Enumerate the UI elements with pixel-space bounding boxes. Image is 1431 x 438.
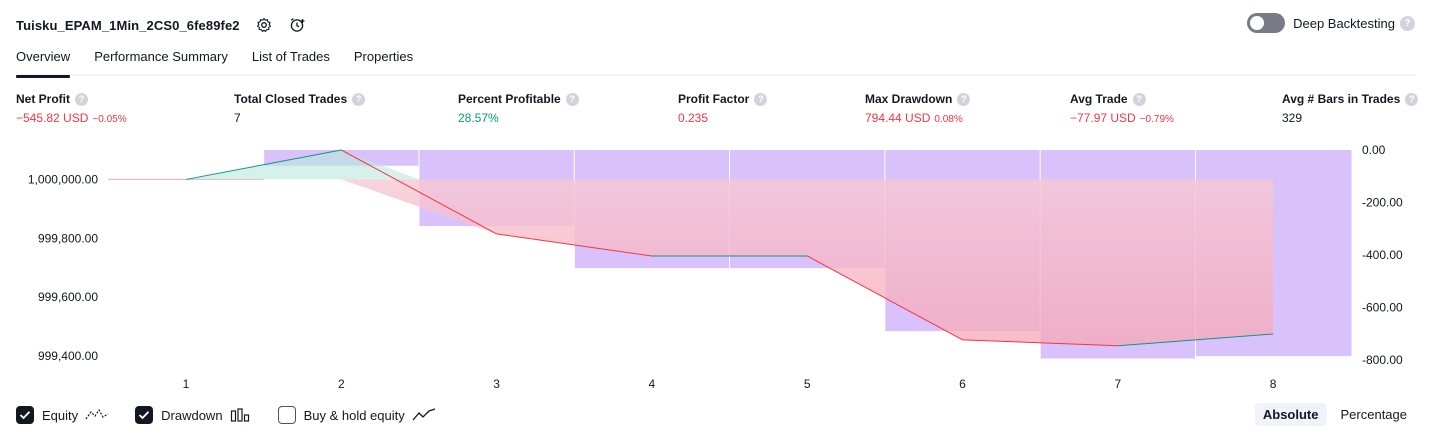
- x-tick-label: 5: [804, 377, 811, 391]
- help-icon[interactable]: ?: [754, 92, 768, 106]
- equity-line-segment: [496, 233, 652, 257]
- x-axis: 1 2 3 4 5 6 7 8: [183, 377, 1277, 391]
- help-icon[interactable]: ?: [75, 92, 88, 106]
- metric-label: Avg # Bars in Trades: [1282, 92, 1401, 106]
- help-icon[interactable]: ?: [957, 92, 971, 106]
- absolute-button[interactable]: Absolute: [1254, 403, 1327, 426]
- help-icon[interactable]: ?: [1400, 15, 1415, 31]
- buy-hold-legend-icon: [412, 408, 436, 422]
- metric-profit-factor: Profit Factor? 0.235: [678, 92, 768, 125]
- metric-label: Total Closed Trades: [234, 92, 348, 106]
- metric-total-closed-trades: Total Closed Trades? 7: [234, 92, 366, 125]
- equity-tick-label: 999,400.00: [38, 349, 98, 363]
- drawdown-label: Drawdown: [161, 407, 223, 423]
- drawdown-axis: 0.00 -200.00 -400.00 -600.00 -800.00: [1362, 143, 1403, 367]
- metric-value: −77.97 USD: [1070, 111, 1136, 125]
- equity-drawdown-chart: 1,000,000.00 999,800.00 999,600.00 999,400.…: [28, 143, 1403, 391]
- drawdown-tick-label: -200.00: [1362, 196, 1403, 210]
- equity-line-segment: [962, 339, 1118, 347]
- help-icon[interactable]: ?: [1132, 92, 1146, 106]
- tab-properties[interactable]: Properties: [353, 49, 414, 64]
- chart-legend: Equity Drawdown Buy & hold equity Absolu…: [16, 403, 1415, 427]
- percentage-button[interactable]: Percentage: [1340, 407, 1408, 422]
- metric-net-profit: Net Profit? −545.82 USD −0.05%: [16, 92, 127, 125]
- x-tick-label: 7: [1114, 377, 1121, 391]
- checkbox-unchecked-icon: [277, 406, 296, 424]
- metric-percent: −0.79%: [1139, 114, 1174, 125]
- drawdown-legend-icon: [230, 408, 252, 422]
- equity-tick-label: 999,800.00: [38, 231, 98, 245]
- tab-overview[interactable]: Overview: [16, 46, 71, 78]
- metric-label: Profit Factor: [678, 92, 750, 106]
- drawdown-tick-label: 0.00: [1362, 143, 1386, 157]
- metrics-row: Net Profit? −545.82 USD −0.05% Total Clos…: [0, 92, 1431, 132]
- equity-line: [185, 149, 1274, 347]
- equity-checkbox[interactable]: Equity: [16, 406, 109, 424]
- help-icon[interactable]: ?: [1405, 92, 1419, 106]
- equity-line-segment: [1117, 333, 1274, 347]
- metric-avg-bars: Avg # Bars in Trades? 329: [1282, 92, 1419, 125]
- metric-value: −545.82 USD: [16, 111, 89, 125]
- x-tick-label: 6: [959, 377, 966, 391]
- drawdown-tick-label: -400.00: [1362, 248, 1403, 262]
- metric-value: 794.44 USD: [865, 111, 931, 125]
- buy-hold-label: Buy & hold equity: [303, 407, 405, 423]
- x-tick-label: 1: [183, 377, 190, 391]
- equity-line-segment: [341, 149, 497, 235]
- metric-value: 0.235: [678, 111, 709, 125]
- equity-line-segment: [185, 149, 342, 180]
- metric-percent-profitable: Percent Profitable? 28.57%: [458, 92, 579, 125]
- metric-value: 28.57%: [458, 111, 499, 125]
- metric-label: Percent Profitable: [458, 92, 561, 106]
- tab-performance-summary[interactable]: Performance Summary: [94, 49, 228, 64]
- metric-label: Max Drawdown: [865, 92, 953, 106]
- metric-value: 7: [234, 111, 241, 125]
- drawdown-tick-label: -600.00: [1362, 301, 1403, 315]
- drawdown-checkbox[interactable]: Drawdown: [135, 406, 251, 424]
- deep-backtesting-label: Deep Backtesting: [1293, 15, 1395, 31]
- toggle-knob: [1250, 16, 1265, 30]
- x-tick-label: 4: [649, 377, 656, 391]
- x-tick-label: 8: [1270, 377, 1277, 391]
- scale-mode-switch: Absolute Percentage: [1249, 403, 1415, 426]
- metric-avg-trade: Avg Trade? −77.97 USD −0.79%: [1070, 92, 1174, 125]
- equity-label: Equity: [42, 407, 79, 423]
- deep-backtesting-toggle[interactable]: [1247, 13, 1286, 33]
- x-tick-label: 3: [493, 377, 500, 391]
- equity-axis: 1,000,000.00 999,800.00 999,600.00 999,400.…: [28, 172, 98, 363]
- metric-label: Net Profit: [16, 92, 70, 106]
- equity-tick-label: 999,600.00: [38, 290, 98, 304]
- drawdown-tick-label: -800.00: [1362, 353, 1403, 367]
- equity-loss-area: [341, 179, 1274, 346]
- checkbox-checked-icon: [16, 406, 34, 424]
- metric-value: 329: [1282, 111, 1303, 125]
- settings-icon[interactable]: [254, 15, 274, 35]
- x-tick-label: 2: [338, 377, 345, 391]
- tab-bar: Overview Performance Summary List of Tra…: [16, 46, 1415, 78]
- equity-legend-icon: [85, 408, 109, 422]
- metric-percent: −0.05%: [92, 114, 127, 125]
- deep-backtesting: Deep Backtesting ?: [1247, 13, 1415, 33]
- equity-tick-label: 1,000,000.00: [28, 172, 98, 186]
- strategy-title: Tuisku_EPAM_1Min_2CS0_6fe89fe2: [16, 17, 240, 33]
- buy-hold-checkbox[interactable]: Buy & hold equity: [277, 406, 436, 424]
- help-icon[interactable]: ?: [565, 92, 579, 106]
- equity-line-segment: [806, 255, 963, 341]
- tab-list-of-trades[interactable]: List of Trades: [251, 49, 330, 64]
- equity-gain-area: [186, 150, 419, 180]
- metric-max-drawdown: Max Drawdown? 794.44 USD 0.08%: [865, 92, 971, 125]
- metric-label: Avg Trade: [1070, 92, 1128, 106]
- add-alert-icon[interactable]: [288, 15, 308, 35]
- help-icon[interactable]: ?: [352, 92, 366, 106]
- metric-percent: 0.08%: [934, 114, 963, 125]
- header: Tuisku_EPAM_1Min_2CS0_6fe89fe2 Deep Back…: [16, 12, 1415, 38]
- checkbox-checked-icon: [135, 406, 154, 424]
